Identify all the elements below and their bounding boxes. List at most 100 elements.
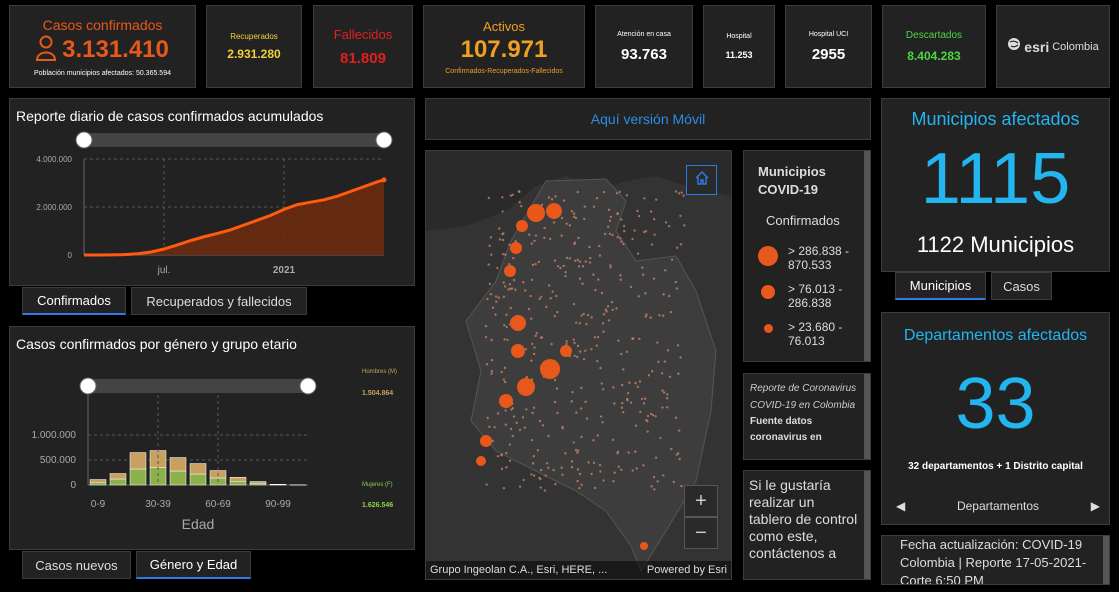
map-municipio-dot [491, 439, 494, 443]
map-municipio-dot [539, 477, 542, 481]
map-municipio-dot [664, 221, 668, 224]
map-municipio-dot [661, 406, 664, 409]
map-municipio-dot [653, 233, 656, 236]
map-cluster-dot [546, 203, 562, 219]
map-municipio-dot [678, 457, 681, 461]
map-municipio-dot [552, 468, 555, 472]
departamentos-title: Departamentos afectados [903, 327, 1088, 344]
map-municipio-dot [578, 472, 582, 476]
update-scrollbar[interactable] [1103, 536, 1109, 584]
map-municipio-dot [553, 314, 557, 318]
map-municipio-dot [595, 344, 599, 347]
map-municipio-dot [533, 239, 536, 243]
map-municipio-dot [540, 295, 543, 298]
map-municipio-dot [509, 306, 512, 310]
next-arrow-icon[interactable]: ▶ [1090, 499, 1100, 513]
map-municipio-dot [667, 294, 671, 298]
map-municipio-dot [564, 274, 567, 278]
legend-panel: Municipios COVID-19 Confirmados > 286.83… [743, 150, 871, 362]
map-municipio-dot [500, 370, 503, 374]
map-cluster-dot [499, 394, 513, 408]
map-municipio-dot [503, 366, 507, 370]
map-municipio-dot [638, 337, 641, 341]
map-municipio-dot [511, 434, 514, 438]
map-municipio-dot [644, 230, 648, 233]
tab-genero-edad[interactable]: Género y Edad [136, 551, 251, 579]
map-municipio-dot [602, 479, 605, 482]
prev-arrow-icon[interactable]: ◀ [896, 499, 906, 513]
map-municipio-dot [509, 427, 513, 431]
chart-age-gender[interactable]: 0 500.000 1.000.000 0-9 30-39 60-69 90-99 Edad H… [10, 353, 414, 549]
legend-scrollbar[interactable] [864, 151, 870, 361]
map-municipio-dot [599, 470, 602, 473]
map-municipio-dot [576, 479, 579, 483]
range-slider-handle-start[interactable] [79, 377, 97, 395]
map-municipio-dot [677, 192, 681, 195]
map-municipio-dot [619, 237, 622, 240]
chart-cumulative-title: Reporte diario de casos confirmados acum… [16, 108, 324, 124]
map-municipio-dot [656, 480, 659, 483]
report-scrollbar[interactable] [864, 374, 870, 459]
range-slider-handle-start[interactable] [75, 131, 93, 149]
zoom-in-button[interactable]: + [684, 485, 718, 517]
mobile-version-link[interactable]: Aquí versión Móvil [425, 98, 871, 140]
map-municipio-dot [598, 244, 601, 248]
map-municipio-dot [610, 300, 614, 304]
map-municipio-dot [568, 257, 572, 260]
tab-casos-nuevos[interactable]: Casos nuevos [22, 551, 131, 579]
colombia-map[interactable] [426, 151, 731, 579]
map-panel[interactable]: + − Grupo Ingeolan C.A., Esri, HERE, ...… [425, 150, 732, 580]
map-municipio-dot [512, 256, 515, 260]
map-municipio-dot [588, 261, 592, 264]
map-municipio-dot [511, 193, 514, 197]
map-municipio-dot [613, 471, 616, 474]
map-municipio-dot [488, 282, 492, 286]
map-municipio-dot [625, 350, 629, 354]
map-municipio-dot [607, 319, 611, 322]
tab-recuperados-fallecidos[interactable]: Recuperados y fallecidos [131, 287, 307, 315]
map-municipio-dot [609, 215, 613, 219]
legend-dot-small [764, 324, 773, 333]
range-slider-handle-end[interactable] [375, 131, 393, 149]
map-municipio-dot [604, 308, 608, 311]
map-municipio-dot [590, 316, 593, 319]
map-municipio-dot [538, 419, 542, 423]
map-municipio-dot [629, 401, 633, 404]
map-municipio-dot [636, 252, 640, 255]
home-button[interactable] [686, 165, 717, 195]
tab-confirmados[interactable]: Confirmados [22, 287, 126, 315]
map-municipio-dot [508, 443, 512, 446]
map-municipio-dot [580, 483, 583, 486]
map-municipio-dot [682, 194, 685, 197]
chart-cumulative[interactable]: 0 2.000.000 4.000.000 jul. 2021 [10, 125, 414, 285]
kpi-confirmados: Casos confirmados 3.131.410 Población mu… [9, 5, 196, 88]
kpi-atencion-casa-value: 93.763 [621, 45, 667, 63]
bar-hombres [229, 477, 247, 482]
map-municipio-dot [586, 313, 590, 317]
map-municipio-dot [621, 410, 625, 414]
map-municipio-dot [503, 324, 506, 327]
map-municipio-dot [508, 243, 511, 246]
series-area [84, 179, 384, 255]
map-municipio-dot [629, 285, 633, 289]
map-municipio-dot [524, 348, 528, 351]
kpi-atencion-casa-title: Atención en casa [617, 30, 671, 38]
contact-scrollbar[interactable] [864, 471, 870, 579]
map-powered[interactable]: Powered by Esri [646, 564, 727, 576]
map-attribution: Grupo Ingeolan C.A., Esri, HERE, ... [430, 564, 608, 576]
map-municipio-dot [618, 190, 622, 194]
update-text: Fecha actualización: COVID-19 Colombia |… [900, 537, 1087, 585]
map-municipio-dot [576, 190, 579, 194]
map-municipio-dot [575, 411, 578, 414]
mobile-version-label[interactable]: Aquí versión Móvil [590, 111, 706, 127]
map-municipio-dot [530, 242, 534, 245]
range-slider-handle-end[interactable] [299, 377, 317, 395]
tab-municipios[interactable]: Municipios [895, 272, 986, 300]
legend-item-large: > 286.838 - 870.533 [758, 244, 860, 272]
map-municipio-dot [574, 216, 578, 220]
map-municipio-dot [625, 194, 629, 197]
zoom-out-button[interactable]: − [684, 517, 718, 549]
map-municipio-dot [612, 480, 615, 483]
tab-casos[interactable]: Casos [991, 272, 1052, 300]
map-municipio-dot [634, 424, 638, 427]
